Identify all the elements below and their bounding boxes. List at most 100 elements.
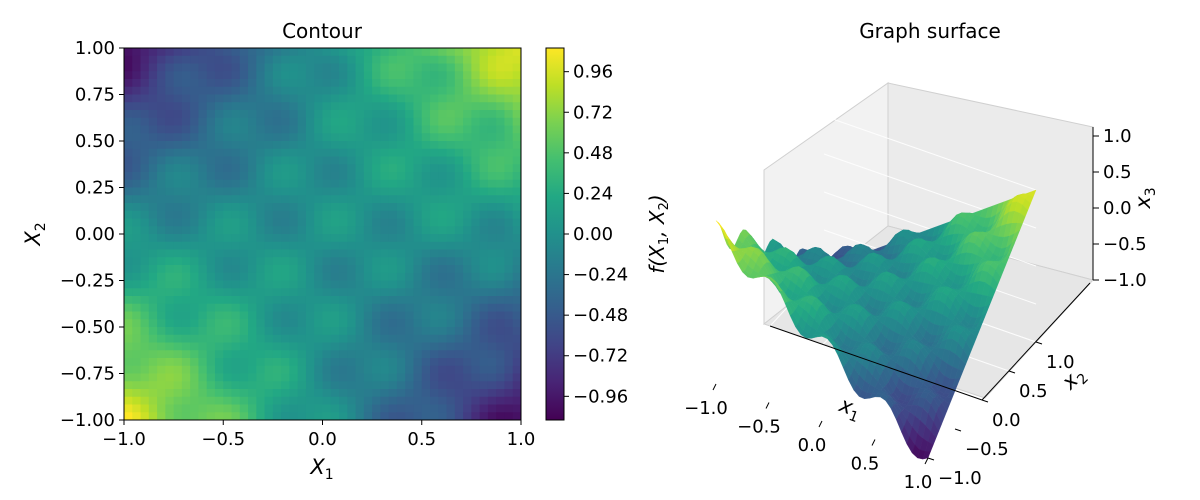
heatmap-cell: [181, 396, 191, 406]
heatmap-cell: [388, 79, 398, 88]
heatmap-cell: [165, 179, 175, 189]
heatmap-cell: [289, 365, 299, 375]
colorbar-tick-label: 0.72: [573, 102, 613, 123]
heatmap-cell: [421, 342, 431, 351]
heatmap-cell: [396, 226, 406, 235]
heatmap-cell: [330, 319, 340, 328]
heatmap-cell: [173, 272, 183, 282]
heatmap-cell: [322, 195, 332, 204]
heatmap-cell: [388, 296, 398, 305]
heatmap-cell: [314, 210, 324, 220]
heatmap-cell: [256, 141, 266, 150]
heatmap-cell: [413, 288, 423, 297]
colorbar-tick-label: −0.24: [573, 265, 628, 286]
heatmap-cell: [264, 125, 274, 134]
heatmap-cell: [463, 148, 472, 158]
heatmap-cell: [198, 203, 208, 212]
heatmap-cell: [124, 133, 133, 142]
heatmap-cell: [173, 404, 183, 413]
heatmap-cell: [231, 133, 241, 142]
heatmap-cell: [140, 272, 150, 282]
heatmap-cell: [281, 358, 291, 367]
heatmap-cell: [181, 94, 191, 103]
heatmap-cell: [471, 334, 481, 344]
heatmap-cell: [479, 412, 489, 420]
surface-z-tick-label: −1.0: [1103, 270, 1147, 291]
heatmap-cell: [264, 218, 274, 227]
heatmap-cell: [322, 210, 332, 220]
heatmap-cell: [157, 404, 166, 413]
heatmap-cell: [148, 71, 158, 80]
heatmap-cell: [496, 249, 506, 258]
heatmap-cell: [148, 373, 158, 382]
heatmap-cell: [487, 404, 497, 413]
surface-x-tick-label: 0.0: [798, 435, 827, 456]
heatmap-cell: [446, 358, 456, 367]
heatmap-cell: [330, 195, 340, 204]
heatmap-cell: [281, 241, 291, 251]
heatmap-cell: [281, 303, 291, 313]
heatmap-cell: [124, 311, 133, 320]
heatmap-cell: [347, 156, 357, 165]
heatmap-cell: [330, 156, 340, 165]
heatmap-cell: [479, 311, 489, 320]
heatmap-cell: [438, 288, 448, 297]
heatmap-cells: [124, 48, 521, 420]
surface-patch: [715, 220, 725, 231]
heatmap-cell: [339, 249, 348, 258]
heatmap-cell: [214, 110, 224, 119]
heatmap-cell: [405, 172, 415, 181]
heatmap-cell: [438, 404, 448, 413]
heatmap-cell: [454, 125, 464, 134]
heatmap-cell: [214, 179, 224, 189]
heatmap-cell: [405, 133, 415, 142]
heatmap-cell: [322, 249, 332, 258]
heatmap-cell: [413, 412, 423, 420]
heatmap-cell: [479, 125, 489, 134]
heatmap-cell: [206, 365, 216, 375]
heatmap-cell: [504, 148, 514, 158]
heatmap-cell: [454, 86, 464, 96]
heatmap-cell: [314, 102, 324, 111]
heatmap-cell: [430, 319, 439, 328]
heatmap-cell: [297, 133, 307, 142]
heatmap-cell: [140, 102, 150, 111]
heatmap-cell: [314, 288, 324, 297]
heatmap-cell: [239, 117, 249, 127]
heatmap-cell: [239, 327, 249, 336]
heatmap-cell: [214, 296, 224, 305]
heatmap-cell: [413, 396, 423, 406]
heatmap-cell: [297, 319, 307, 328]
heatmap-cell: [214, 288, 224, 297]
heatmap-cell: [463, 172, 472, 181]
surface-x-tick-mark: [765, 402, 770, 409]
heatmap-cell: [214, 365, 224, 375]
heatmap-cell: [504, 86, 514, 96]
heatmap-cell: [372, 187, 381, 196]
heatmap-cell: [504, 404, 514, 413]
heatmap-cell: [504, 365, 514, 375]
heatmap-cell: [190, 334, 200, 344]
heatmap-cell: [140, 358, 150, 367]
heatmap-cell: [148, 86, 158, 96]
heatmap-cell: [479, 148, 489, 158]
heatmap-cell: [471, 396, 481, 406]
heatmap-cell: [380, 350, 390, 359]
heatmap-cell: [504, 71, 514, 80]
heatmap-cell: [132, 257, 142, 266]
heatmap-cell: [339, 125, 348, 134]
heatmap-cell: [471, 342, 481, 351]
heatmap-cell: [380, 327, 390, 336]
heatmap-cell: [148, 172, 158, 181]
heatmap-cell: [165, 86, 175, 96]
heatmap-cell: [173, 86, 183, 96]
heatmap-cell: [388, 342, 398, 351]
heatmap-cell: [190, 48, 200, 57]
heatmap-cell: [140, 396, 150, 406]
heatmap-cell: [281, 365, 291, 375]
heatmap-cell: [181, 303, 191, 313]
heatmap-cell: [388, 156, 398, 165]
heatmap-cell: [504, 311, 514, 320]
heatmap-cell: [363, 102, 373, 111]
